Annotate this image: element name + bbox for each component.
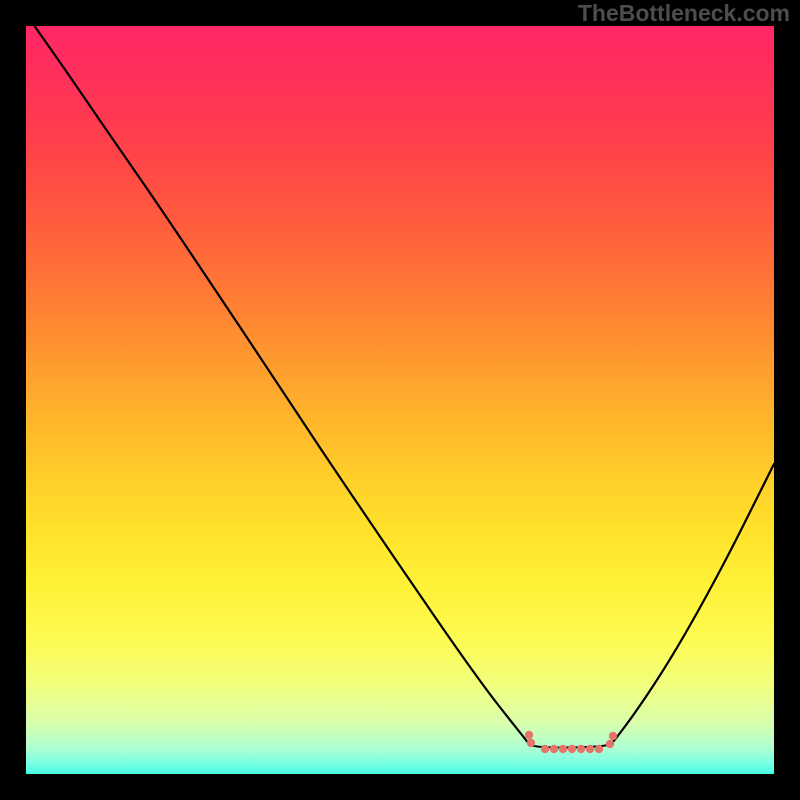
bottleneck-chart [0, 0, 800, 800]
plot-gradient-background [26, 26, 774, 774]
plot-border-right [774, 0, 800, 800]
watermark-text: TheBottleneck.com [578, 0, 790, 27]
plot-border-bottom [0, 774, 800, 800]
plot-border-left [0, 0, 26, 800]
